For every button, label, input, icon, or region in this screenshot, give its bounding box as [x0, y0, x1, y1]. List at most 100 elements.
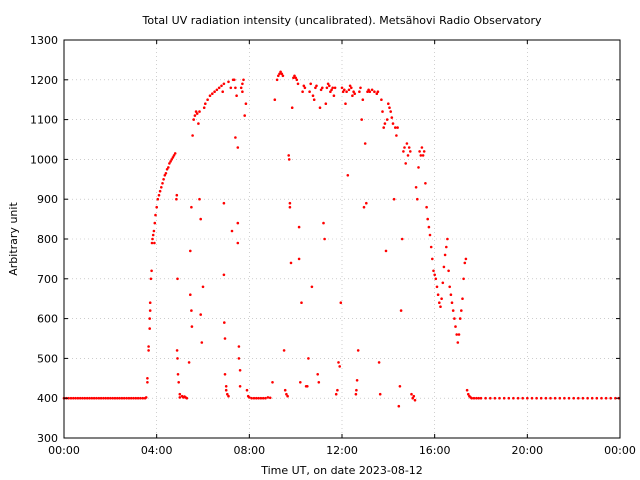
data-point	[177, 381, 180, 384]
data-point	[321, 86, 324, 90]
data-point	[69, 396, 73, 400]
data-point	[356, 349, 360, 352]
data-point	[558, 396, 562, 400]
data-point	[417, 166, 420, 169]
data-point	[190, 325, 194, 328]
data-point	[278, 72, 281, 76]
data-point	[332, 94, 336, 97]
data-point	[307, 357, 310, 360]
data-point	[97, 396, 101, 400]
data-point	[277, 74, 280, 78]
data-point	[234, 86, 237, 90]
data-point	[455, 333, 459, 336]
data-point	[236, 221, 240, 225]
data-point	[220, 84, 223, 88]
data-point	[442, 265, 446, 269]
data-point	[354, 392, 358, 396]
data-point	[215, 88, 219, 92]
x-tick-label: 16:00	[419, 444, 451, 457]
data-point	[76, 396, 80, 400]
data-point	[323, 237, 326, 241]
data-point	[586, 396, 589, 400]
y-tick-label: 900	[37, 193, 58, 206]
data-point	[389, 110, 393, 113]
data-point	[317, 381, 321, 384]
data-point	[288, 205, 292, 209]
data-point	[609, 396, 612, 400]
data-point	[171, 156, 175, 159]
data-point	[111, 396, 114, 400]
data-point	[296, 82, 300, 86]
data-point	[104, 396, 107, 400]
x-axis: 00:00 04:00 08:00 12:00 16:00 20:00 00:00	[48, 40, 636, 457]
x-tick-label: 00:00	[48, 444, 80, 457]
data-point	[243, 114, 246, 117]
data-point	[330, 88, 333, 92]
data-point	[273, 98, 277, 101]
data-point	[264, 396, 267, 400]
x-tick-label: 04:00	[141, 444, 173, 457]
data-point	[245, 388, 249, 392]
data-point	[116, 396, 119, 400]
data-point	[221, 90, 224, 93]
data-point	[146, 381, 149, 384]
x-axis-label: Time UT, on date 2023-08-12	[260, 464, 423, 477]
data-point	[434, 277, 438, 281]
data-point	[285, 392, 288, 396]
data-point	[446, 237, 449, 241]
data-point	[293, 74, 296, 78]
x-tick-label: 12:00	[326, 444, 358, 457]
data-point	[297, 225, 301, 229]
data-point	[242, 78, 245, 82]
data-point	[223, 373, 227, 376]
data-point	[261, 396, 265, 400]
data-point	[380, 98, 383, 101]
x-tick-label: 20:00	[511, 444, 543, 457]
data-point	[484, 396, 487, 400]
data-point	[213, 90, 216, 93]
data-point	[535, 396, 538, 400]
y-tick-label: 800	[37, 233, 58, 246]
data-point	[202, 106, 206, 109]
data-point	[154, 213, 157, 217]
data-point	[199, 313, 202, 316]
data-point	[266, 396, 270, 399]
data-point	[191, 134, 194, 137]
data-point	[129, 396, 133, 400]
data-point	[438, 301, 441, 305]
data-point	[375, 92, 379, 95]
data-point	[259, 396, 263, 400]
data-point	[237, 357, 241, 360]
data-point	[198, 110, 201, 113]
data-point	[199, 217, 202, 221]
data-point	[292, 76, 295, 80]
data-point	[345, 90, 348, 93]
data-point	[132, 396, 135, 400]
data-point	[157, 193, 161, 197]
data-point	[425, 205, 428, 209]
data-point	[227, 394, 230, 398]
data-point	[467, 392, 470, 396]
data-point	[355, 388, 358, 392]
data-point	[464, 257, 468, 261]
data-point	[224, 388, 228, 392]
data-point	[341, 90, 345, 93]
data-point	[155, 205, 158, 209]
data-point	[370, 88, 374, 92]
data-point	[413, 398, 417, 402]
data-point	[572, 396, 575, 400]
data-point	[426, 217, 430, 221]
data-point	[498, 396, 501, 400]
data-point	[160, 186, 163, 189]
data-point	[381, 110, 384, 113]
data-point	[338, 365, 342, 368]
data-point	[346, 174, 350, 177]
data-point	[333, 86, 337, 90]
data-point	[85, 396, 89, 400]
data-point	[432, 269, 435, 273]
data-point	[163, 174, 167, 177]
data-point	[324, 102, 328, 105]
data-point	[237, 345, 241, 348]
data-point	[74, 396, 77, 400]
data-point	[120, 396, 124, 400]
